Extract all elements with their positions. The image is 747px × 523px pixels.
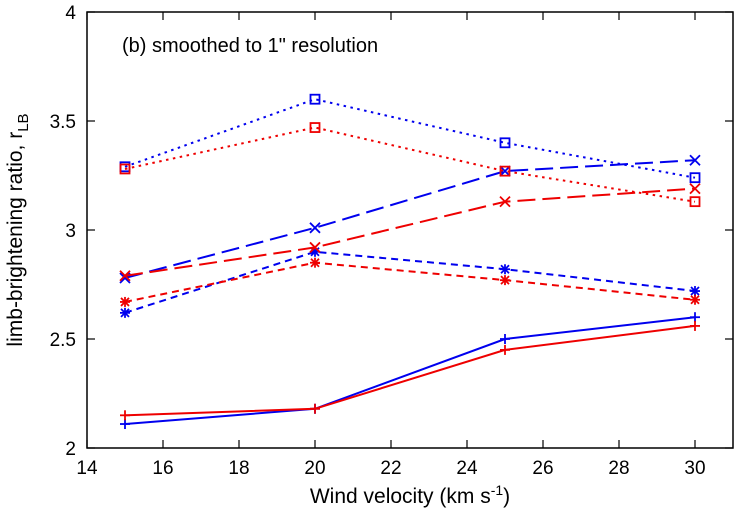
- x-tick-label: 20: [304, 458, 325, 479]
- data-point: [690, 294, 700, 305]
- data-point: [120, 419, 130, 430]
- series-line: [124, 126, 696, 203]
- data-point: [500, 275, 510, 286]
- x-axis-label: Wind velocity (km s-1): [310, 482, 510, 508]
- plot-frame: [86, 11, 734, 449]
- x-tick-label: 28: [608, 458, 629, 479]
- x-axis-label-end: ): [503, 485, 510, 508]
- data-point: [309, 122, 321, 133]
- series-6: [119, 93, 701, 184]
- series-7: [119, 122, 701, 208]
- series-line: [124, 250, 696, 314]
- y-tick-label: 2.5: [50, 330, 76, 351]
- series-layer: [119, 93, 701, 430]
- series-1: [120, 320, 700, 421]
- series-5: [119, 182, 701, 282]
- data-point: [310, 403, 320, 414]
- y-axis-label-sub: LB: [15, 113, 32, 131]
- series-line: [124, 316, 696, 425]
- data-point: [120, 296, 130, 307]
- series-line: [124, 261, 696, 303]
- x-tick-label: 24: [456, 458, 478, 479]
- series-line: [124, 187, 696, 277]
- data-point: [310, 257, 320, 268]
- data-point: [120, 307, 130, 318]
- series-line: [124, 324, 696, 417]
- series-2: [120, 246, 700, 318]
- data-point: [690, 286, 700, 297]
- axis-ticks: 14 16 18 20 22 24 26 28 30 2 2.5 3 3.5 4: [50, 3, 733, 479]
- data-point: [500, 344, 510, 355]
- data-point: [689, 196, 701, 208]
- y-tick-label: 3: [65, 221, 76, 242]
- series-line: [124, 98, 696, 179]
- data-point: [499, 165, 511, 177]
- data-point: [500, 334, 510, 344]
- data-point: [690, 312, 700, 323]
- data-point: [689, 154, 701, 166]
- y-tick-label: 4: [65, 3, 76, 24]
- data-point: [500, 264, 510, 275]
- x-tick-label: 18: [228, 458, 249, 479]
- y-axis-label: limb-brightening ratio, rLB: [4, 113, 32, 346]
- data-point: [499, 137, 511, 149]
- x-axis-label-sup: -1: [491, 482, 504, 498]
- x-tick-label: 30: [684, 458, 705, 479]
- data-point: [309, 93, 321, 105]
- data-point: [689, 172, 701, 184]
- data-point: [119, 270, 131, 282]
- data-point: [309, 241, 321, 254]
- x-tick-label: 22: [380, 458, 401, 479]
- series-3: [120, 257, 700, 307]
- y-tick-label: 3.5: [50, 112, 76, 133]
- data-point: [690, 320, 700, 331]
- data-point: [499, 165, 511, 177]
- data-point: [309, 222, 321, 234]
- y-tick-label: 2: [65, 439, 76, 460]
- data-point: [120, 410, 130, 421]
- annotation: (b) smoothed to 1" resolution: [122, 35, 378, 57]
- x-tick-label: 26: [532, 458, 553, 479]
- y-axis-label-main: limb-brightening ratio, r: [4, 132, 27, 347]
- x-axis-label-main: Wind velocity (km s: [310, 485, 491, 508]
- data-point: [689, 182, 701, 195]
- x-tick-label: 16: [152, 458, 173, 479]
- data-point: [499, 196, 511, 208]
- x-tick-label: 14: [76, 458, 98, 479]
- data-point: [119, 163, 131, 175]
- series-line: [124, 159, 696, 279]
